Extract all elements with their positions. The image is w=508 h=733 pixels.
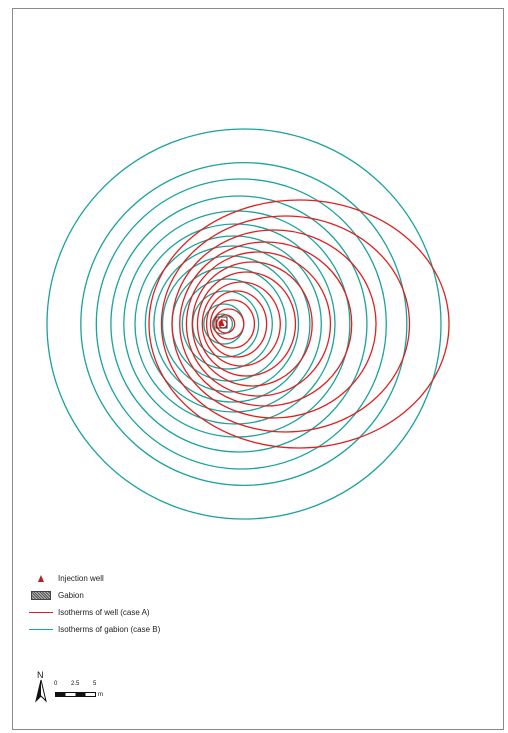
injection-well-triangle-icon [218, 318, 225, 326]
legend-label-isotherms-well: Isotherms of well (case A) [58, 608, 150, 617]
map-frame [12, 8, 504, 730]
well-isotherm-4 [209, 299, 256, 349]
gabion-isotherm-7 [153, 245, 311, 403]
scale-unit: m [98, 692, 103, 698]
well-isotherm-2 [216, 314, 236, 334]
well-isotherm-3 [213, 308, 245, 340]
teal-line-icon [29, 629, 53, 630]
north-arrow-icon [35, 679, 47, 703]
gabion-isotherm-8 [144, 235, 322, 413]
scale-tick-2-5: 2.5 [71, 681, 80, 687]
well-isotherms [148, 199, 450, 449]
scale-tick-0: 0 [54, 681, 58, 687]
legend-label-isotherms-gabion: Isotherms of gabion (case B) [58, 625, 161, 634]
gabion-isotherm-4 [181, 278, 273, 370]
well-isotherm-6 [201, 281, 281, 367]
legend-item-isotherms-gabion: Isotherms of gabion (case B) [28, 621, 160, 638]
north-label: N [37, 670, 44, 680]
well-isotherm-5 [205, 290, 268, 358]
scale-bar-graphic [55, 692, 96, 697]
red-line-icon [29, 612, 53, 613]
legend: Injection well Gabion Isotherms of well … [28, 570, 160, 638]
gabion-square-icon [215, 316, 228, 329]
well-isotherm-12 [160, 215, 411, 433]
legend-item-gabion: Gabion [28, 587, 160, 604]
well-isotherm-8 [191, 261, 313, 387]
gabion-pattern-icon [31, 591, 51, 600]
gabion-isotherm-13 [80, 161, 408, 487]
gabion-isotherm-10 [123, 210, 351, 438]
legend-item-injection-well: Injection well [28, 570, 160, 587]
gabion-isotherm-1 [211, 313, 234, 335]
legend-label-gabion: Gabion [58, 591, 84, 600]
well-isotherm-11 [171, 229, 377, 419]
gabion-isotherm-6 [161, 255, 300, 393]
gabion-isotherm-9 [134, 223, 336, 425]
well-isotherm-13 [148, 199, 450, 449]
well-isotherm-9 [185, 251, 332, 397]
well-isotherm-7 [196, 271, 297, 377]
gabion-isotherm-12 [95, 178, 387, 470]
legend-label-injection-well: Injection well [58, 574, 104, 583]
well-isotherm-10 [179, 241, 353, 407]
injection-well-marker [215, 316, 228, 329]
gabion-isotherm-14 [46, 128, 442, 520]
injection-well-triangle-icon [38, 575, 44, 582]
legend-item-isotherms-well: Isotherms of well (case A) [28, 604, 160, 621]
gabion-isotherm-11 [110, 195, 368, 453]
scale-tick-5: 5 [93, 681, 97, 687]
